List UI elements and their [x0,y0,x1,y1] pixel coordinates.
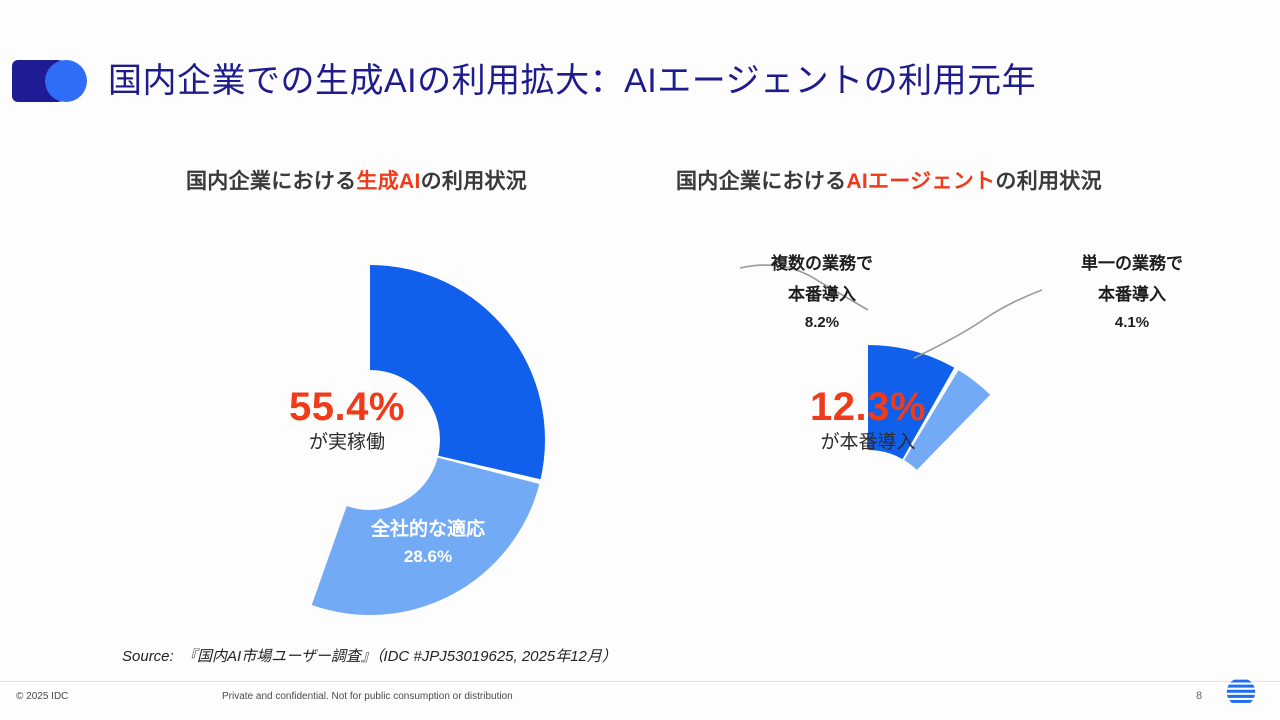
right-center-caption: が本番導入 [820,432,916,453]
donut-slice [370,265,545,480]
source-note: Source: 『国内AI市場ユーザー調査』（IDC #JPJ53019625,… [122,645,617,666]
footer-confidentiality-notice: Private and confidential. Not for public… [222,691,513,702]
left-chart-title: 国内企業における生成AIの利用状況 [186,165,527,195]
left-chart-title-highlight: 生成AI [356,170,421,193]
idc-globe-logo-icon [1226,679,1256,703]
right-center-stat: 12.3% が本番導入 [768,385,968,457]
ai-agent-usage-donut [739,264,1043,470]
right-chart-title: 国内企業におけるAIエージェントの利用状況 [676,165,1102,195]
left-chart-title-prefix: 国内企業における [186,170,357,193]
callout-multiple-tasks: 複数の業務で 本番導入 8.2% [742,248,902,336]
source-label: Source: [122,648,174,665]
source-text: 『国内AI市場ユーザー調査』（IDC #JPJ53019625, 2025年12… [182,648,617,665]
callout-multiple-line2: 本番導入 [788,285,856,304]
left-center-stat: 55.4% が実稼働 [247,385,447,457]
generative-ai-usage-donut: 全社的な適応 28.6% 一部本番環 境へ移行 26.8% [311,265,545,615]
callout-multiple-line1: 複数の業務で [771,254,873,273]
donut-slice [868,345,955,460]
donut-slice [904,370,991,470]
callout-single-line2: 本番導入 [1098,285,1166,304]
slice-value-zenshateki: 28.6% [404,547,452,566]
leader-line-single [913,289,1043,359]
leader-line-multi [739,264,869,311]
right-chart-title-prefix: 国内企業における [676,170,847,193]
slice-label-zenshateki: 全社的な適応 [370,517,485,540]
right-chart-title-highlight: AIエージェント [846,170,996,193]
page-title: 国内企業での生成AIの利用拡大：AIエージェントの利用元年 [108,62,1037,100]
right-center-value: 12.3% [810,385,926,429]
pill-dot-badge-icon [12,60,90,102]
left-center-value: 55.4% [289,385,405,429]
callout-multiple-value: 8.2% [804,314,840,331]
donut-slices [868,345,991,470]
left-chart-title-suffix: の利用状況 [420,170,528,193]
footer-divider [0,681,1280,682]
callout-single-task: 単一の業務で 本番導入 4.1% [1052,248,1212,336]
donut-slices [311,265,545,615]
footer-copyright: © 2025 IDC [16,691,69,702]
callout-single-line1: 単一の業務で [1081,254,1183,273]
right-chart-title-suffix: の利用状況 [995,170,1102,193]
callout-single-value: 4.1% [1114,314,1150,331]
donut-slice [311,457,540,615]
badge-dot [45,60,87,102]
footer-page-number: 8 [1196,690,1203,702]
left-center-caption: が実稼働 [308,432,385,453]
